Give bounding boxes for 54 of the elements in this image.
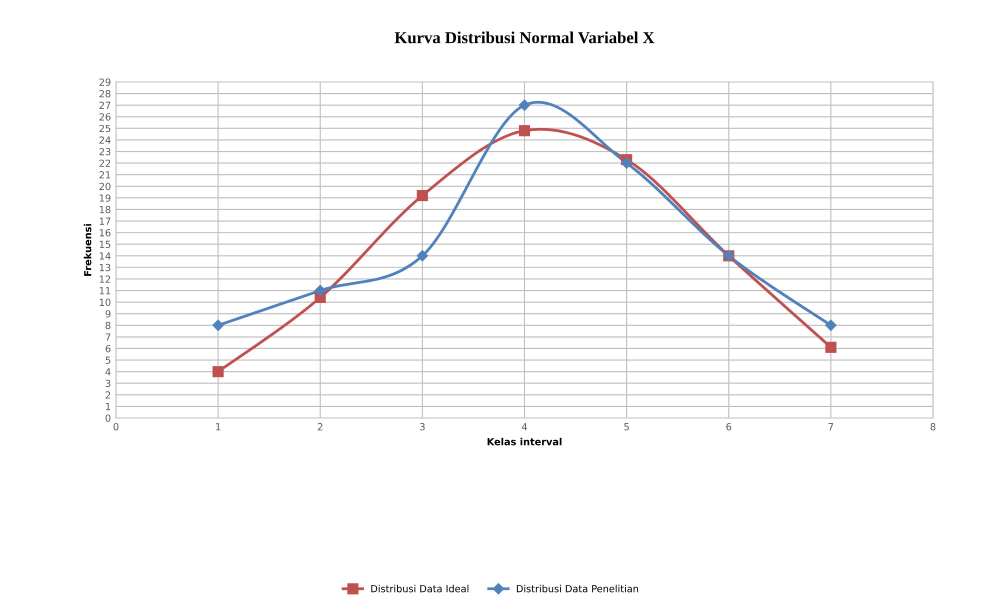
y-tick-label: 3: [106, 380, 110, 388]
y-tick-label: 23: [99, 148, 110, 156]
point: [212, 320, 224, 331]
y-tick-label: 17: [100, 218, 110, 225]
point: [416, 190, 428, 202]
y-tick-label: 9: [106, 310, 110, 318]
y-tick-label: 11: [100, 287, 110, 294]
x-tick-label: 0: [114, 423, 118, 430]
y-tick-label: 7: [106, 334, 110, 341]
y-tick-label: 16: [100, 229, 111, 236]
y-tick-label: 4: [105, 368, 111, 376]
y-tick-label: 27: [99, 102, 110, 109]
y-axis-title: Frekuensi: [84, 224, 92, 276]
point: [518, 125, 530, 136]
x-tick-label: 6: [726, 423, 732, 430]
legend-label: Distribusi Data Ideal: [371, 584, 468, 592]
x-tick-label: 8: [930, 423, 936, 430]
point: [518, 100, 530, 111]
legend-label: Distribusi Data Penelitian: [516, 584, 638, 592]
chart-title: Kurva Distribusi Normal Variabel X: [394, 32, 654, 44]
y-tick-label: 19: [100, 194, 110, 202]
y-tick-label: 25: [99, 124, 110, 132]
point: [621, 157, 632, 169]
point: [212, 366, 224, 378]
y-tick-label: 18: [100, 206, 110, 214]
point: [416, 250, 428, 262]
y-tick-label: 8: [106, 322, 110, 330]
y-tick-label: 5: [106, 356, 110, 364]
y-tick-label: 0: [106, 414, 110, 422]
y-tick-label: 1: [106, 403, 110, 410]
x-axis-title: Kelas interval: [488, 438, 562, 446]
x-tick-label: 3: [420, 423, 425, 430]
point: [314, 284, 326, 296]
y-tick-label: 6: [106, 344, 111, 352]
y-tick-label: 15: [100, 240, 110, 248]
y-tick-label: 12: [100, 275, 110, 283]
x-tick-label: 5: [624, 423, 629, 430]
y-tick-label: 29: [99, 78, 110, 86]
point: [825, 342, 836, 353]
y-tick-label: 26: [99, 113, 111, 121]
x-tick-label: 1: [216, 423, 220, 430]
x-tick-label: 4: [522, 423, 528, 430]
y-tick-label: 22: [99, 160, 110, 167]
y-tick-label: 13: [100, 264, 110, 272]
y-tick-label: 14: [100, 252, 111, 260]
y-tick-label: 28: [99, 90, 110, 98]
y-tick-label: 21: [99, 171, 110, 178]
x-tick-label: 2: [318, 423, 322, 430]
y-tick-label: 24: [99, 136, 111, 144]
x-tick-label: 7: [828, 423, 834, 430]
point: [825, 320, 836, 331]
y-tick-label: 2: [106, 391, 110, 399]
y-tick-label: 10: [100, 298, 110, 306]
y-tick-label: 20: [99, 182, 110, 190]
